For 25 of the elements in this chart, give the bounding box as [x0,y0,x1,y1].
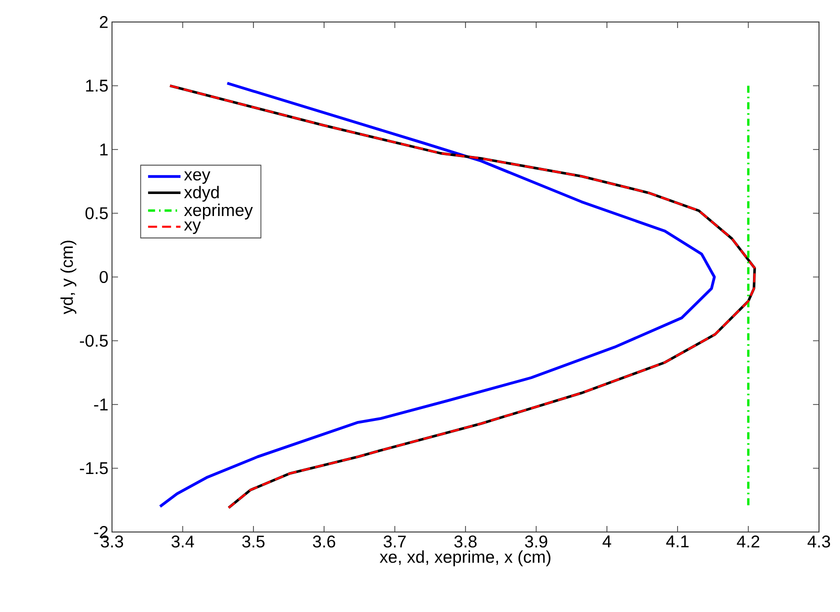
legend-label: xey [184,171,210,184]
y-tick-label: 1 [100,144,108,156]
x-tick-label: 4.2 [736,536,760,548]
x-tick-label: 3.8 [454,536,477,548]
y-tick-label: 0 [100,270,108,284]
x-tick-label: 4.3 [808,536,830,548]
y-tick-label: -1 [94,398,108,410]
x-tick-label: 3.9 [525,536,548,548]
x-tick-label: 3.6 [312,536,336,548]
y-tick-label: -0.5 [80,334,108,347]
y-tick-label: 2 [100,16,108,28]
x-tick-label: 3.5 [242,536,264,548]
y-axis-title: yd, y (cm) [60,240,76,314]
x-tick-label: 4.1 [666,536,689,548]
y-tick-label: 0.5 [86,207,108,220]
x-tick-label: 4 [602,536,612,548]
y-tick-label: 1.5 [86,80,108,92]
x-tick-label: 3.3 [100,536,124,548]
legend-label: xeprimey [184,204,253,220]
x-tick-label: 3.7 [384,536,406,548]
y-tick-label: -1.5 [80,462,108,474]
legend-label: xdyd [184,186,219,202]
legend-label: xy [184,221,201,234]
x-tick-label: 3.4 [172,536,194,548]
x-axis-title: xe, xd, xeprime, x (cm) [380,550,550,566]
